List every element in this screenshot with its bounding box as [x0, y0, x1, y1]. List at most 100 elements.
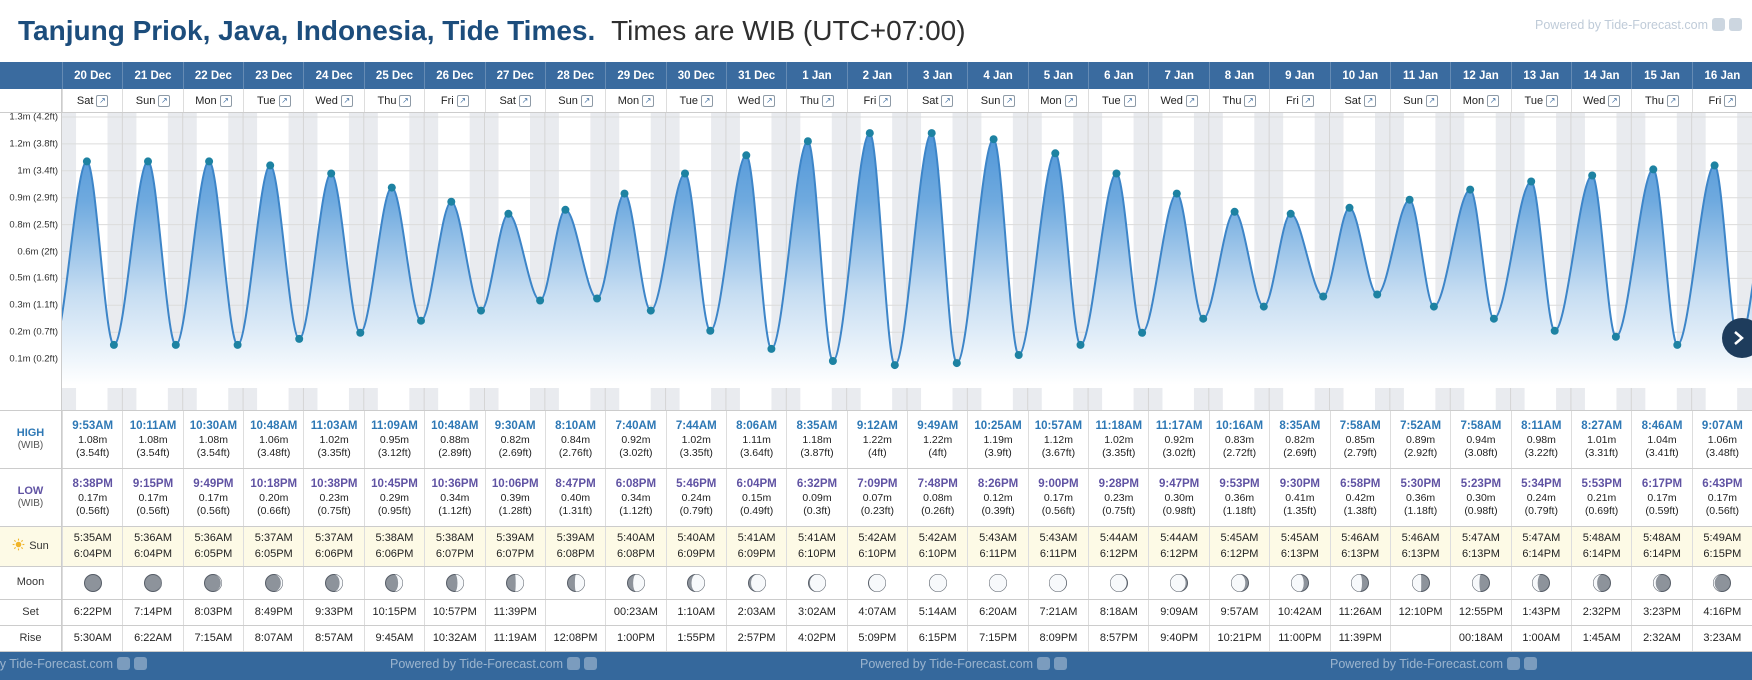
sunrise-time: 5:41AM: [798, 531, 836, 544]
high-height-m: 0.95m: [379, 433, 410, 446]
high-height-ft: (3.35ft): [679, 446, 713, 459]
day-link[interactable]: Sat ↗: [907, 89, 967, 112]
date-header: 16 Jan: [1691, 62, 1752, 89]
low-time: 5:23PM: [1460, 478, 1502, 491]
day-link[interactable]: Mon ↗: [1027, 89, 1088, 112]
weekday-label: Sat: [499, 94, 516, 107]
day-link[interactable]: Wed ↗: [725, 89, 786, 112]
high-height-m: 1.06m: [1707, 433, 1737, 446]
moonrise-time: 2:57PM: [737, 631, 776, 644]
day-link[interactable]: Wed ↗: [1570, 89, 1631, 112]
date-header: 29 Dec: [605, 62, 665, 89]
day-link[interactable]: Fri ↗: [846, 89, 907, 112]
high-height-m: 1.22m: [923, 433, 953, 446]
high-height-m: 0.94m: [1466, 433, 1496, 446]
high-time: 10:48AM: [431, 420, 479, 433]
low-height-ft: (1.12ft): [438, 504, 472, 517]
low-height-m: 0.21m: [1587, 491, 1617, 504]
low-height-m: 0.17m: [78, 491, 108, 504]
day-link[interactable]: Sun ↗: [1389, 89, 1450, 112]
sunrise-time: 5:46AM: [1401, 531, 1440, 544]
set-label: Set: [22, 605, 39, 618]
moonrise-cell: 11:00PM: [1269, 626, 1329, 651]
day-link[interactable]: Fri ↗: [1691, 89, 1752, 112]
sun-times-cell: 5:42AM 6:10PM: [846, 527, 907, 566]
weekday-label: Thu: [1222, 94, 1242, 107]
low-height-m: 0.17m: [1707, 491, 1737, 504]
moonrise-time: 9:40PM: [1160, 631, 1199, 644]
moon-phase-icon: [363, 567, 424, 599]
day-link[interactable]: Tue ↗: [1088, 89, 1148, 112]
sun-times-cell: 5:38AM 6:07PM: [424, 527, 484, 566]
high-height-ft: (3.22ft): [1524, 446, 1558, 459]
sunset-time: 6:06PM: [375, 547, 414, 560]
sunrise-time: 5:43AM: [1039, 531, 1078, 544]
wib-label: (WIB): [17, 498, 44, 510]
day-link[interactable]: Mon ↗: [182, 89, 243, 112]
high-height-ft: (3.08ft): [1464, 446, 1498, 459]
day-link[interactable]: Thu ↗: [1631, 89, 1691, 112]
high-tide-cell: 7:58AM 0.94m (3.08ft): [1450, 411, 1510, 468]
day-link[interactable]: Sun ↗: [967, 89, 1027, 112]
low-tide-cell: 9:49PM 0.17m (0.56ft): [182, 469, 243, 526]
moon-phase-icon: [725, 567, 786, 599]
sunrise-time: 5:38AM: [435, 531, 474, 544]
low-height-ft: (0.69ft): [1585, 504, 1619, 517]
weekday-label: Fri: [1708, 94, 1722, 107]
high-tide-cell: 11:17AM 0.92m (3.02ft): [1148, 411, 1208, 468]
day-link[interactable]: Wed ↗: [303, 89, 363, 112]
day-link[interactable]: Fri ↗: [424, 89, 484, 112]
sunset-time: 6:05PM: [194, 547, 233, 560]
high-tide-cell: 9:12AM 1.22m (4ft): [846, 411, 907, 468]
day-link[interactable]: Thu ↗: [786, 89, 846, 112]
day-link[interactable]: Wed ↗: [1148, 89, 1208, 112]
moon-phase-icon: [907, 567, 967, 599]
day-link[interactable]: Sun ↗: [544, 89, 605, 112]
sunset-time: 6:11PM: [979, 547, 1017, 560]
low-tide-cell: 10:06PM 0.39m (1.28ft): [484, 469, 545, 526]
low-tide-cell: 9:30PM 0.41m (1.35ft): [1269, 469, 1329, 526]
external-link-icon: ↗: [518, 94, 531, 107]
external-link-icon: ↗: [1608, 94, 1621, 107]
day-link[interactable]: Sat ↗: [484, 89, 545, 112]
moonrise-time: 1:55PM: [677, 631, 716, 644]
sun-times-cell: 5:46AM 6:13PM: [1329, 527, 1390, 566]
day-link[interactable]: Sun ↗: [122, 89, 182, 112]
date-header: 30 Dec: [665, 62, 726, 89]
moonset-cell: 9:09AM: [1148, 600, 1208, 625]
moonset-cell: 7:14PM: [122, 600, 182, 625]
day-link[interactable]: Thu ↗: [1208, 89, 1269, 112]
next-arrow-button[interactable]: [1722, 318, 1752, 358]
moonset-time: 6:20AM: [979, 605, 1018, 618]
low-height-ft: (0.56ft): [196, 504, 231, 517]
moonrise-cell: 12:08PM: [544, 626, 605, 651]
day-link[interactable]: Fri ↗: [1269, 89, 1329, 112]
high-tide-cell: 8:10AM 0.84m (2.76ft): [544, 411, 605, 468]
high-tide-cell: 8:11AM 0.98m (3.22ft): [1510, 411, 1571, 468]
day-link[interactable]: Tue ↗: [665, 89, 726, 112]
day-link[interactable]: Tue ↗: [243, 89, 303, 112]
low-height-ft: (1.12ft): [619, 504, 653, 517]
weekday-label: Sun: [980, 94, 1001, 107]
low-time: 10:06PM: [491, 478, 539, 491]
day-link[interactable]: Mon ↗: [605, 89, 665, 112]
day-link[interactable]: Tue ↗: [1510, 89, 1571, 112]
moonrise-time: 11:39PM: [1338, 631, 1382, 644]
moonset-cell: 10:42AM: [1269, 600, 1329, 625]
day-link[interactable]: Sat ↗: [62, 89, 122, 112]
weekday-label: Thu: [377, 94, 397, 107]
moonrise-time: 5:30AM: [73, 631, 112, 644]
moon-label: Moon: [16, 576, 45, 589]
low-tide-cell: 6:43PM 0.17m (0.56ft): [1691, 469, 1752, 526]
moonset-cell: 2:32PM: [1570, 600, 1631, 625]
tide-chart-section: 1.3m (4.2ft) 1.2m (3.8ft) 1m (3.4ft) 0.9m (…: [0, 113, 1752, 411]
low-tide-cell: 9:15PM 0.17m (0.56ft): [122, 469, 182, 526]
external-link-icon: ↗: [278, 94, 291, 107]
day-link[interactable]: Mon ↗: [1450, 89, 1510, 112]
moonrise-time: 8:07AM: [254, 631, 293, 644]
day-link[interactable]: Thu ↗: [363, 89, 424, 112]
weekday-label: Sat: [1344, 94, 1361, 107]
external-link-icon: ↗: [1724, 94, 1737, 107]
high-height-ft: (3.54ft): [196, 446, 231, 459]
day-link[interactable]: Sat ↗: [1329, 89, 1390, 112]
